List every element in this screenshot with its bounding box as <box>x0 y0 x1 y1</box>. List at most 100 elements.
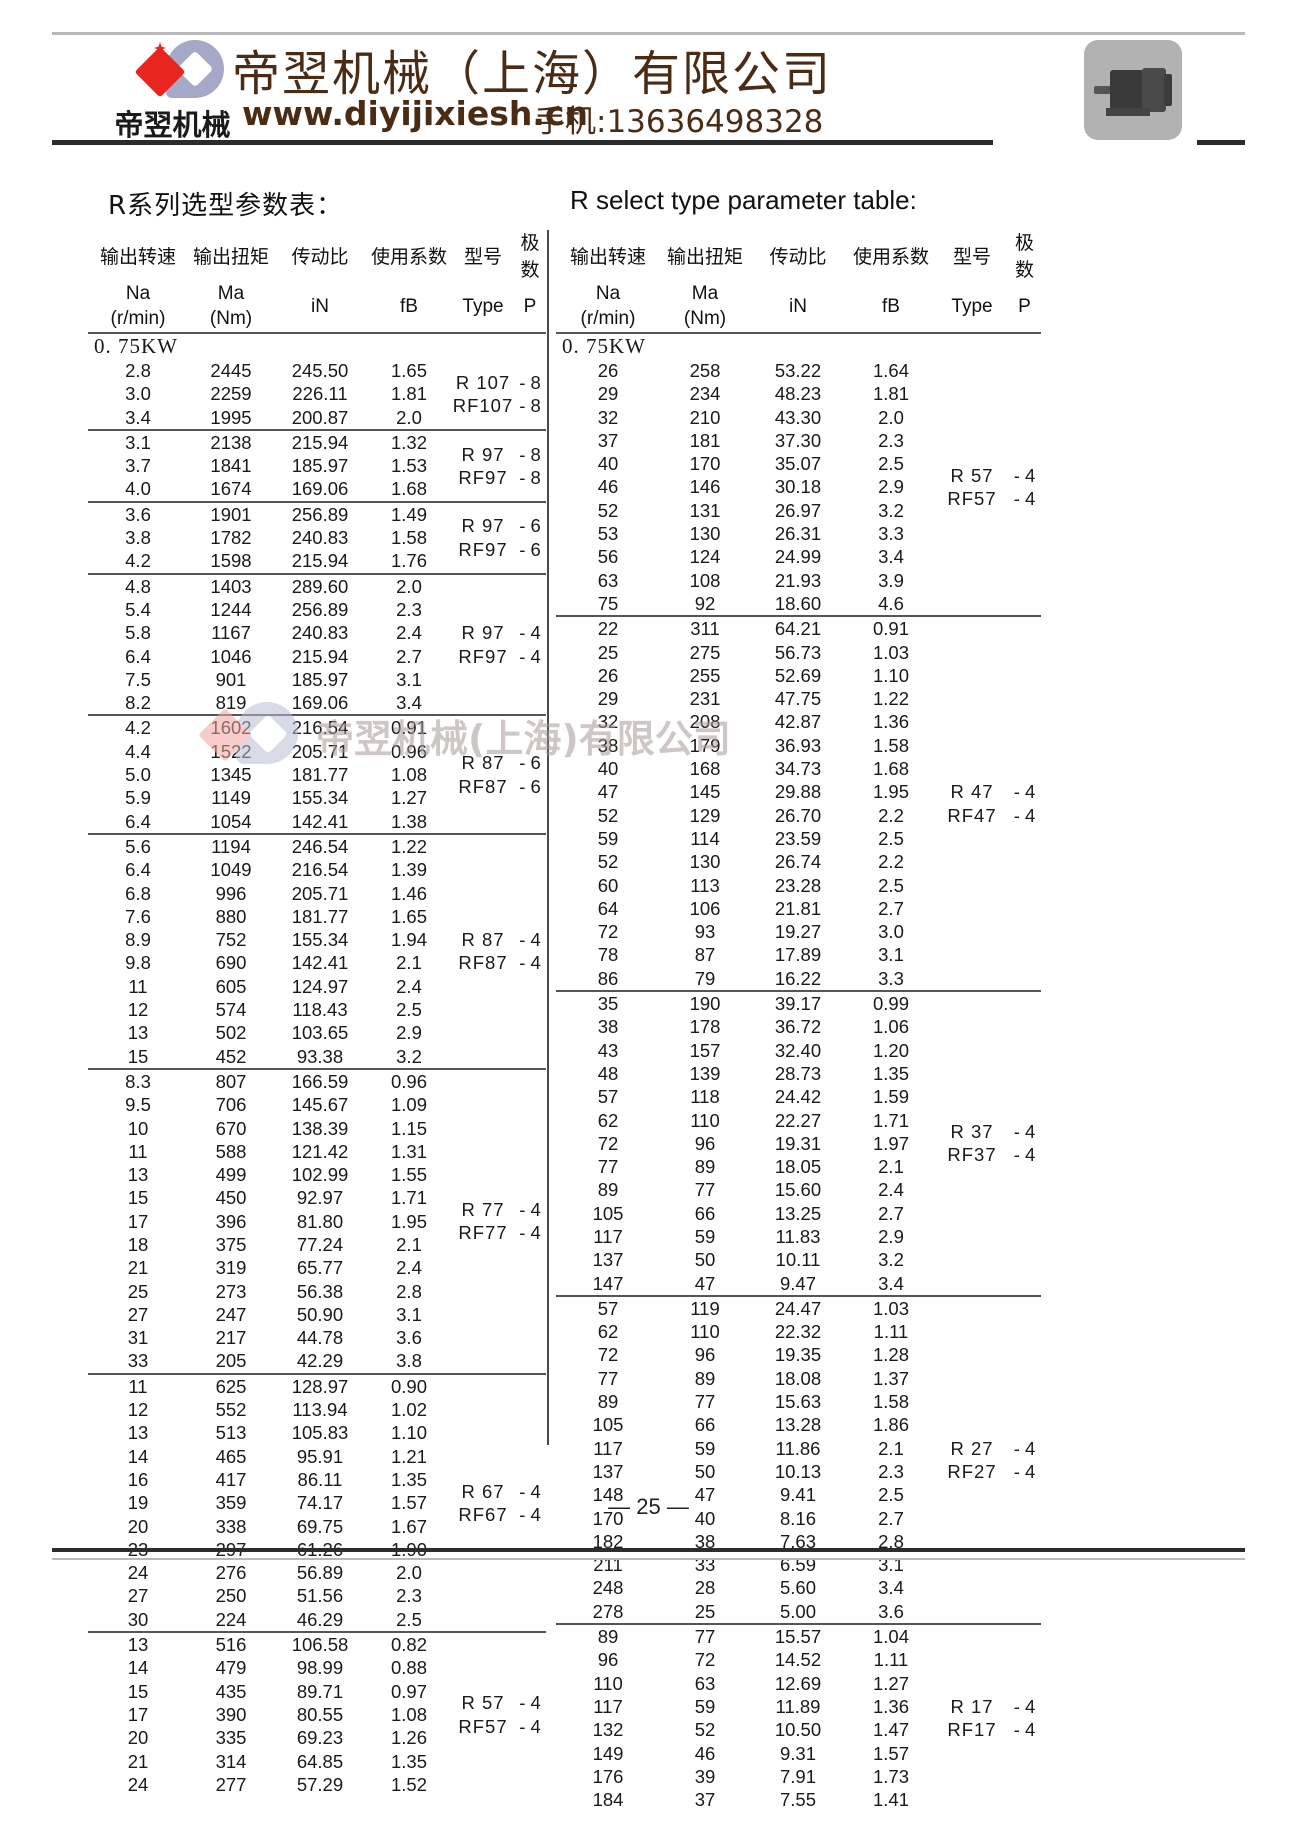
cell-poles: - 6 - 6 <box>514 714 546 834</box>
cell-na: 182 <box>592 1530 624 1552</box>
header-type-sym: Type <box>951 296 993 317</box>
cell-in: 26.74 <box>774 851 822 873</box>
cell-na: 30 <box>127 1608 149 1630</box>
cell-na: 56 <box>597 546 619 568</box>
cell-fb: 1.36 <box>872 1695 909 1717</box>
cell-na: 8.2 <box>125 692 151 714</box>
cell-in: 12.69 <box>774 1672 822 1694</box>
cell-ma: 96 <box>694 1132 716 1154</box>
cell-ma: 210 <box>689 406 721 428</box>
cell-ma: 96 <box>694 1344 716 1366</box>
cell-na: 13 <box>127 1422 149 1444</box>
parameter-table-left: 输出转速 输出扭矩 传动比 使用系数 型号 极数 Na Ma iN fB Type P (r/min)(… <box>88 228 546 1797</box>
table-row: 3.1 2138 215.94 1.32 R 97 RF97- 8 - 8 <box>88 428 546 502</box>
cell-na: 11 <box>128 975 148 997</box>
cell-ma: 1167 <box>211 622 251 644</box>
cell-ma: 359 <box>215 1492 247 1514</box>
cell-ma: 1054 <box>210 810 252 832</box>
cell-ma: 1522 <box>210 740 252 762</box>
cell-in: 11.86 <box>775 1437 821 1459</box>
cell-ma: 217 <box>215 1327 247 1349</box>
header-p-cn: 极数 <box>1014 232 1034 281</box>
cell-ma: 338 <box>215 1515 247 1537</box>
cell-na: 35 <box>556 990 660 1016</box>
cell-ma: 901 <box>215 668 247 690</box>
cell-fb: 0.97 <box>390 1680 427 1702</box>
page-number: — 25 — <box>608 1494 689 1519</box>
cell-na: 8.3 <box>88 1067 188 1094</box>
cell-in: 226.11 <box>292 383 348 405</box>
cell-fb: 3.4 <box>396 692 422 714</box>
cell-fb: 1.03 <box>846 1294 936 1321</box>
table-row: 33 205 42.29 3.8 <box>88 1349 546 1373</box>
cell-ma: 224 <box>215 1608 247 1630</box>
cell-fb: 1.49 <box>366 500 452 527</box>
cell-in: 21.81 <box>774 897 822 919</box>
cell-fb: 1.57 <box>390 1492 427 1514</box>
table-row: 17 396 81.80 1.95 <box>88 1210 546 1233</box>
cell-na: 117 <box>593 1695 623 1717</box>
cell-poles: - 4 - 4 <box>1008 1294 1041 1625</box>
cell-fb: 1.11 <box>873 1649 909 1671</box>
cell-in: 23.59 <box>774 827 822 849</box>
table-row: 29 231 47.75 1.22 <box>556 687 1041 710</box>
cell-ma: 38 <box>694 1530 716 1552</box>
cell-in: 53.22 <box>774 360 822 381</box>
cell-fb: 0.91 <box>366 714 452 740</box>
cell-fb: 1.03 <box>872 641 909 663</box>
cell-fb: 1.35 <box>872 1062 909 1084</box>
cell-fb: 1.10 <box>390 1422 427 1444</box>
cell-ma: 690 <box>215 952 247 974</box>
cell-in: 5.00 <box>779 1600 816 1622</box>
header-fb-sym: fB <box>882 296 900 317</box>
cell-na: 24 <box>127 1773 149 1795</box>
cell-ma: 157 <box>689 1039 721 1061</box>
cell-na: 15 <box>127 1187 149 1209</box>
cell-ma: 108 <box>689 569 721 591</box>
cell-in: 9.47 <box>779 1272 816 1294</box>
cell-na: 33 <box>127 1350 149 1372</box>
cell-fb: 1.15 <box>390 1117 427 1139</box>
cell-fb: 1.53 <box>390 455 427 477</box>
footer-rule-light <box>52 1558 1245 1560</box>
table-row: 7.5 901 185.97 3.1 <box>88 668 546 691</box>
header-fb-sym: fB <box>400 296 418 317</box>
table-row: 46 146 30.18 2.9 <box>556 475 1041 498</box>
cell-fb: 2.9 <box>878 476 904 498</box>
cell-in: 23.28 <box>774 874 822 896</box>
cell-in: 240.83 <box>291 622 349 644</box>
table-row: 15 452 93.38 3.2 <box>88 1045 546 1069</box>
footer-rule-dark <box>52 1548 1245 1552</box>
table-row: 72 96 19.31 1.97 <box>556 1132 1041 1155</box>
table-row: 77 89 18.05 2.1 <box>556 1155 1041 1178</box>
cell-ma: 25 <box>694 1600 716 1622</box>
cell-in: 10.13 <box>774 1460 822 1482</box>
cell-in: 240.83 <box>291 527 349 549</box>
cell-fb: 1.27 <box>390 787 427 809</box>
cell-fb: 3.1 <box>396 668 422 690</box>
power-rating-row: 0. 75KW <box>88 332 546 359</box>
table-header-row-sym: Na Ma iN fB Type P <box>556 282 1041 317</box>
cell-in: 5.60 <box>779 1577 816 1599</box>
table-row: 35 190 39.17 0.99 R 37 RF37- 4 - 4 <box>556 990 1041 1296</box>
cell-na: 48 <box>597 1062 619 1084</box>
cell-ma: 130 <box>689 851 721 873</box>
table-row: 12 552 113.94 1.02 <box>88 1398 546 1421</box>
table-header-row-unit: (r/min) (Nm) <box>556 306 1041 333</box>
table-title-cn: R系列选型参数表： <box>108 191 344 221</box>
cell-fb: 1.81 <box>390 383 427 405</box>
header-na-cn: 输出转速 <box>569 245 646 268</box>
power-rating-label: 0. 75KW <box>88 332 546 359</box>
cell-na: 64 <box>597 897 619 919</box>
table-row: 89 77 15.63 1.58 <box>556 1390 1041 1413</box>
cell-in: 15.57 <box>750 1623 846 1649</box>
cell-in: 19.27 <box>774 921 822 943</box>
cell-in: 245.50 <box>291 360 349 381</box>
table-row: 12 574 118.43 2.5 <box>88 998 546 1021</box>
cell-fb: 1.28 <box>872 1344 909 1366</box>
cell-na: 25 <box>127 1280 149 1302</box>
cell-fb: 3.2 <box>878 1249 904 1271</box>
cell-na: 29 <box>597 688 619 710</box>
cell-fb: 1.10 <box>872 664 909 686</box>
cell-na: 43 <box>597 1039 619 1061</box>
